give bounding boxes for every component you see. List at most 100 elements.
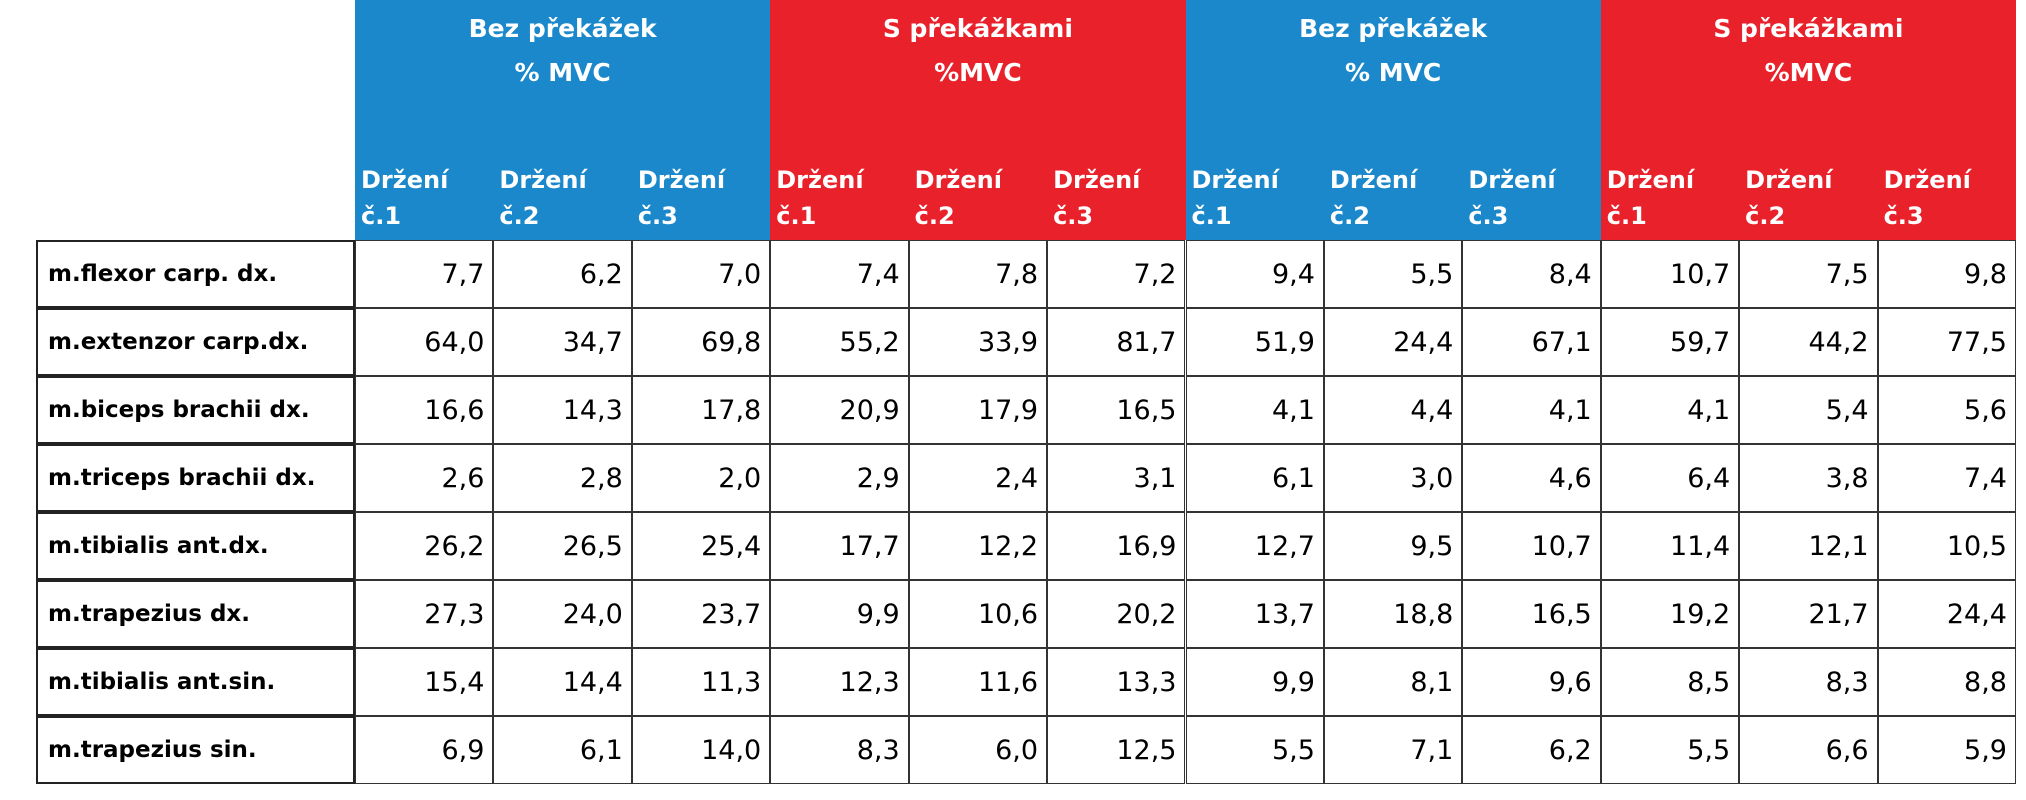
cell: 9,5 bbox=[1323, 512, 1463, 580]
cell: 26,2 bbox=[355, 512, 494, 580]
cell: 16,5 bbox=[1047, 376, 1186, 444]
cell: 5,5 bbox=[1600, 716, 1740, 784]
cell: 6,9 bbox=[355, 716, 494, 784]
cell: 9,8 bbox=[1877, 240, 2016, 308]
row-label: m.triceps brachii dx. bbox=[36, 444, 355, 512]
row-label: m.biceps brachii dx. bbox=[36, 376, 355, 444]
cell: 14,3 bbox=[493, 376, 632, 444]
cell: 77,5 bbox=[1877, 308, 2016, 376]
cell: 7,0 bbox=[631, 240, 771, 308]
column-header: Držení č.2 bbox=[1745, 166, 1833, 230]
cell: 51,9 bbox=[1185, 308, 1324, 376]
cell: 55,2 bbox=[770, 308, 909, 376]
row-label: m.trapezius sin. bbox=[36, 716, 355, 784]
row-label: m.flexor carp. dx. bbox=[36, 240, 355, 308]
cell: 6,1 bbox=[1185, 444, 1324, 512]
cell: 12,1 bbox=[1739, 512, 1878, 580]
column-header: Držení č.1 bbox=[776, 166, 864, 230]
cell: 67,1 bbox=[1462, 308, 1601, 376]
column-header: Držení č.2 bbox=[1329, 166, 1418, 230]
cell: 10,7 bbox=[1462, 512, 1601, 580]
cell: 17,9 bbox=[908, 376, 1048, 444]
cell: 8,1 bbox=[1323, 648, 1463, 716]
cell: 10,5 bbox=[1877, 512, 2016, 580]
cell: 69,8 bbox=[631, 308, 771, 376]
cell: 10,6 bbox=[908, 580, 1048, 648]
group-title: Bez překážek bbox=[1299, 14, 1488, 43]
cell: 6,1 bbox=[493, 716, 632, 784]
cell: 8,3 bbox=[1739, 648, 1878, 716]
cell: 20,2 bbox=[1047, 580, 1186, 648]
cell: 20,9 bbox=[770, 376, 909, 444]
cell: 7,5 bbox=[1739, 240, 1878, 308]
cell: 24,4 bbox=[1877, 580, 2016, 648]
cell: 23,7 bbox=[631, 580, 771, 648]
cell: 17,8 bbox=[631, 376, 771, 444]
cell: 3,8 bbox=[1739, 444, 1878, 512]
cell: 25,4 bbox=[631, 512, 771, 580]
cell: 5,5 bbox=[1323, 240, 1463, 308]
cell: 44,2 bbox=[1739, 308, 1878, 376]
cell: 64,0 bbox=[355, 308, 494, 376]
group-title: Bez překážek bbox=[468, 14, 657, 43]
column-header: Držení č.2 bbox=[914, 166, 1002, 230]
cell: 9,9 bbox=[770, 580, 909, 648]
cell: 8,3 bbox=[770, 716, 909, 784]
cell: 24,0 bbox=[493, 580, 632, 648]
cell: 9,4 bbox=[1185, 240, 1324, 308]
cell: 9,9 bbox=[1185, 648, 1324, 716]
column-header: Držení č.1 bbox=[1191, 166, 1279, 230]
cell: 4,1 bbox=[1185, 376, 1324, 444]
cell: 6,6 bbox=[1739, 716, 1878, 784]
row-label: m.tibialis ant.sin. bbox=[36, 648, 355, 716]
cell: 5,4 bbox=[1739, 376, 1878, 444]
cell: 26,5 bbox=[493, 512, 632, 580]
cell: 7,4 bbox=[770, 240, 909, 308]
cell: 24,4 bbox=[1323, 308, 1463, 376]
group-subtitle: %MVC bbox=[1764, 58, 1853, 87]
cell: 10,7 bbox=[1600, 240, 1740, 308]
column-header: Držení č.3 bbox=[1883, 166, 1971, 230]
cell: 9,6 bbox=[1462, 648, 1601, 716]
cell: 12,7 bbox=[1185, 512, 1324, 580]
cell: 2,8 bbox=[493, 444, 632, 512]
cell: 2,6 bbox=[355, 444, 494, 512]
cell: 4,1 bbox=[1600, 376, 1740, 444]
cell: 16,5 bbox=[1462, 580, 1601, 648]
cell: 15,4 bbox=[355, 648, 494, 716]
cell: 8,5 bbox=[1600, 648, 1740, 716]
cell: 16,9 bbox=[1047, 512, 1186, 580]
cell: 13,3 bbox=[1047, 648, 1186, 716]
cell: 21,7 bbox=[1739, 580, 1878, 648]
cell: 12,2 bbox=[908, 512, 1048, 580]
cell: 17,7 bbox=[770, 512, 909, 580]
cell: 3,0 bbox=[1323, 444, 1463, 512]
cell: 6,2 bbox=[493, 240, 632, 308]
cell: 5,6 bbox=[1877, 376, 2016, 444]
cell: 19,2 bbox=[1600, 580, 1740, 648]
cell: 27,3 bbox=[355, 580, 494, 648]
cell: 5,5 bbox=[1185, 716, 1324, 784]
cell: 18,8 bbox=[1323, 580, 1463, 648]
cell: 6,0 bbox=[908, 716, 1048, 784]
group-header: S překážkami %MVC Držení č.1 Držení č.2 Drže… bbox=[770, 0, 1186, 240]
row-label: m.extenzor carp.dx. bbox=[36, 308, 355, 376]
group-subtitle: % MVC bbox=[1344, 58, 1442, 87]
column-header: Držení č.1 bbox=[1606, 166, 1695, 230]
group-header: Bez překážek % MVC Držení č.1 Držení č.2 Drž… bbox=[355, 0, 771, 240]
group-header: S překážkami %MVC Držení č.1 Držení č.2 Drže… bbox=[1600, 0, 2016, 240]
row-label: m.trapezius dx. bbox=[36, 580, 355, 648]
group-subtitle: % MVC bbox=[514, 58, 611, 87]
column-header: Držení č.3 bbox=[1053, 166, 1141, 230]
cell: 6,2 bbox=[1462, 716, 1601, 784]
column-header: Držení č.3 bbox=[637, 166, 726, 230]
cell: 12,3 bbox=[770, 648, 909, 716]
cell: 12,5 bbox=[1047, 716, 1186, 784]
cell: 2,9 bbox=[770, 444, 909, 512]
cell: 33,9 bbox=[908, 308, 1048, 376]
cell: 16,6 bbox=[355, 376, 494, 444]
cell: 7,4 bbox=[1877, 444, 2016, 512]
cell: 7,7 bbox=[355, 240, 494, 308]
cell: 11,3 bbox=[631, 648, 771, 716]
